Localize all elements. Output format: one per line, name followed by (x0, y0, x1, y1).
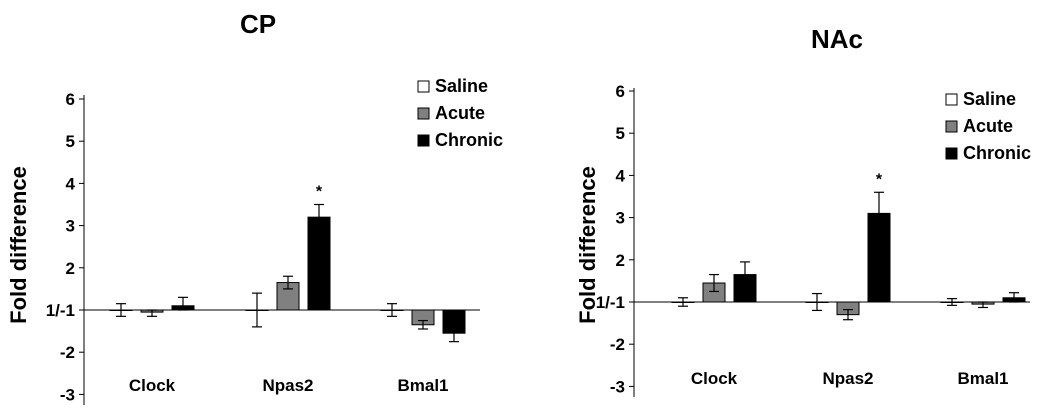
legend-label: Acute (435, 103, 485, 123)
chart-panel-cp: CP Fold difference -3 -2 1/-1 2 3 4 5 6 Clock Npas2… (6, 9, 503, 405)
y-tick-label: 1/-1 (596, 293, 625, 312)
y-tick-label: -3 (610, 377, 625, 396)
legend-swatch-acute (945, 120, 958, 133)
y-tick-label: 5 (616, 124, 625, 143)
y-tick-label: 5 (66, 132, 75, 151)
x-category-label: Bmal1 (397, 376, 448, 395)
legend-swatch-chronic (417, 134, 430, 147)
chart-panel-nac: NAc Fold difference -3 -2 1/-1 2 3 4 5 6 Clock Npas… (575, 24, 1031, 397)
chart-title: NAc (811, 24, 863, 54)
legend-label: Acute (963, 116, 1013, 136)
y-tick-label: -3 (60, 385, 75, 404)
legend-swatch-saline (417, 80, 430, 93)
y-tick-label: -2 (610, 335, 625, 354)
legend-label: Saline (435, 76, 488, 96)
y-tick-label: 3 (66, 217, 75, 236)
legend-label: Chronic (963, 143, 1031, 163)
bar-chronic-npas2 (307, 216, 331, 311)
chart-title: CP (240, 9, 276, 39)
y-axis-label: Fold difference (6, 166, 31, 324)
y-tick-label: 1/-1 (46, 301, 75, 320)
y-tick-label: -2 (60, 343, 75, 362)
legend-label: Chronic (435, 130, 503, 150)
x-category-label: Clock (129, 376, 176, 395)
legend: Saline Acute Chronic (417, 76, 503, 150)
y-tick-label: 2 (66, 259, 75, 278)
y-axis-label: Fold difference (575, 166, 600, 324)
legend-swatch-acute (417, 107, 430, 120)
legend-swatch-saline (945, 93, 958, 106)
y-tick-label: 2 (616, 251, 625, 270)
y-tick-label: 6 (66, 90, 75, 109)
x-category-label: Clock (691, 369, 738, 388)
legend-swatch-chronic (945, 147, 958, 160)
y-tick-label: 4 (616, 166, 626, 185)
significance-marker: * (316, 184, 323, 201)
y-tick-label: 6 (616, 82, 625, 101)
y-tick-label: 4 (66, 174, 76, 193)
y-tick-label: 3 (616, 209, 625, 228)
legend: Saline Acute Chronic (945, 89, 1031, 163)
legend-label: Saline (963, 89, 1016, 109)
significance-marker: * (876, 171, 883, 188)
x-category-label: Npas2 (262, 376, 313, 395)
x-category-label: Bmal1 (957, 369, 1008, 388)
x-category-label: Npas2 (822, 369, 873, 388)
